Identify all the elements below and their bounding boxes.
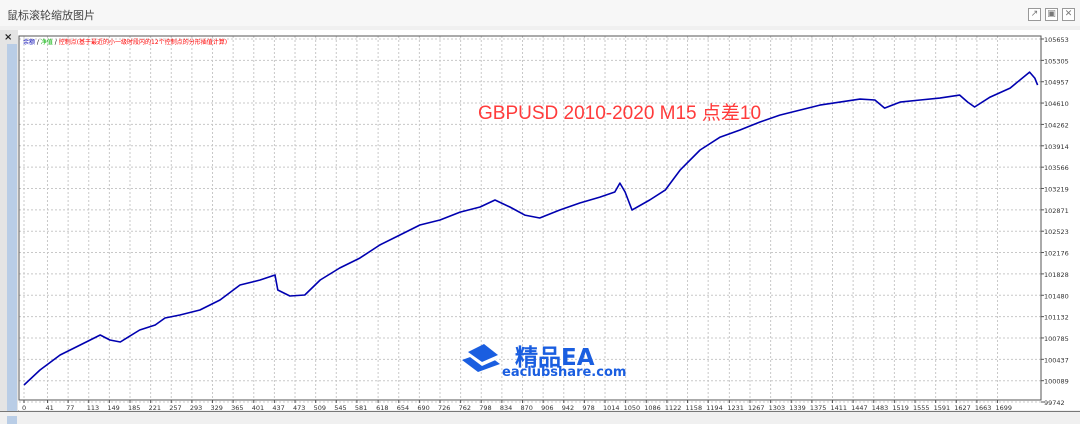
x-tick-label: 1627 bbox=[954, 404, 971, 412]
x-tick-label: 1267 bbox=[748, 404, 765, 412]
equity-chart: 105653 105305 104957 104610 104262 103914 1035… bbox=[18, 35, 1069, 412]
y-tick-label: 103219 bbox=[1044, 185, 1069, 193]
y-tick-label: 102176 bbox=[1044, 250, 1069, 258]
y-tick-label: 104610 bbox=[1044, 100, 1069, 108]
x-tick-label: 978 bbox=[582, 404, 594, 412]
x-tick-label: 0 bbox=[22, 404, 26, 412]
y-tick-label: 102871 bbox=[1044, 207, 1069, 215]
x-tick-label: 1483 bbox=[872, 404, 889, 412]
x-tick-label: 77 bbox=[66, 404, 74, 412]
x-tick-label: 473 bbox=[293, 404, 305, 412]
x-tick-label: 1663 bbox=[975, 404, 992, 412]
x-tick-label: 1591 bbox=[934, 404, 951, 412]
x-tick-label: 1375 bbox=[810, 404, 827, 412]
x-tick-label: 149 bbox=[107, 404, 119, 412]
panel-close-button[interactable]: × bbox=[4, 32, 13, 43]
y-tick-label: 103566 bbox=[1044, 164, 1069, 172]
x-tick-label: 1122 bbox=[665, 404, 682, 412]
popout-icon[interactable]: ↗ bbox=[1028, 8, 1041, 21]
window-title: 鼠标滚轮缩放图片 bbox=[7, 9, 95, 22]
y-tick-label: 104957 bbox=[1044, 79, 1069, 87]
y-tick-label: 100089 bbox=[1044, 378, 1069, 386]
x-tick-label: 41 bbox=[45, 404, 53, 412]
close-icon[interactable]: ✕ bbox=[1062, 8, 1075, 21]
x-tick-label: 1519 bbox=[892, 404, 909, 412]
watermark-site: eaclubshare.com bbox=[502, 365, 627, 380]
y-tick-label: 103914 bbox=[1044, 143, 1069, 151]
x-tick-label: 1699 bbox=[996, 404, 1013, 412]
x-tick-label: 1555 bbox=[913, 404, 930, 412]
x-tick-label: 1194 bbox=[706, 404, 723, 412]
legend-sep: / bbox=[35, 39, 41, 46]
x-tick-label: 545 bbox=[334, 404, 346, 412]
x-tick-label: 329 bbox=[211, 404, 223, 412]
x-tick-label: 834 bbox=[500, 404, 512, 412]
legend-sep: / bbox=[52, 39, 59, 46]
x-tick-label: 1158 bbox=[686, 404, 703, 412]
y-tick-label: 105653 bbox=[1044, 36, 1069, 44]
x-tick-label: 1411 bbox=[831, 404, 848, 412]
x-tick-label: 437 bbox=[272, 404, 284, 412]
x-tick-label: 1303 bbox=[769, 404, 786, 412]
x-tick-label: 1231 bbox=[727, 404, 744, 412]
x-tick-label: 509 bbox=[314, 404, 326, 412]
legend-balance: 余额 bbox=[23, 39, 36, 46]
title-bar: 鼠标滚轮缩放图片 ↗ ▣ ✕ bbox=[0, 0, 1080, 26]
x-tick-label: 401 bbox=[252, 404, 264, 412]
y-tick-label: 101132 bbox=[1044, 314, 1069, 322]
y-tick-label: 101828 bbox=[1044, 271, 1069, 279]
legend-margin: 控制点(基于最近的小一级时段内的12个控制点的分形插值计算) bbox=[58, 39, 228, 46]
x-tick-label: 762 bbox=[459, 404, 471, 412]
x-tick-label: 113 bbox=[87, 404, 99, 412]
watermark-name: 精品EA bbox=[515, 345, 595, 371]
x-tick-label: 257 bbox=[169, 404, 181, 412]
y-tick-label: 102523 bbox=[1044, 228, 1069, 236]
x-tick-label: 365 bbox=[231, 404, 243, 412]
bottom-tabs bbox=[0, 411, 1080, 416]
x-tick-label: 942 bbox=[562, 404, 574, 412]
plot-frame bbox=[18, 35, 1042, 401]
balance-line bbox=[23, 71, 1039, 386]
maximize-icon[interactable]: ▣ bbox=[1045, 8, 1058, 21]
chart-background bbox=[18, 30, 1080, 410]
x-tick-label: 1014 bbox=[603, 404, 620, 412]
x-tick-label: 1050 bbox=[624, 404, 641, 412]
y-tick-label: 100785 bbox=[1044, 335, 1069, 343]
x-tick-label: 581 bbox=[355, 404, 367, 412]
legend-equity: 净值 bbox=[40, 39, 53, 46]
x-tick-label: 293 bbox=[190, 404, 202, 412]
y-tick-label: 99742 bbox=[1044, 399, 1065, 407]
chart-legend: 余额 / 净值 / 控制点(基于最近的小一级时段内的12个控制点的分形插值计算) bbox=[23, 37, 227, 46]
x-tick-label: 690 bbox=[417, 404, 429, 412]
x-tick-label: 654 bbox=[397, 404, 409, 412]
x-tick-label: 726 bbox=[438, 404, 450, 412]
x-tick-label: 221 bbox=[149, 404, 161, 412]
x-tick-label: 906 bbox=[541, 404, 553, 412]
y-tick-label: 104262 bbox=[1044, 121, 1069, 129]
x-tick-label: 1086 bbox=[644, 404, 661, 412]
x-tick-label: 798 bbox=[479, 404, 491, 412]
chart-annotation: GBPUSD 2010-2020 M15 点差10 bbox=[478, 103, 762, 124]
x-tick-label: 870 bbox=[521, 404, 533, 412]
x-tick-label: 185 bbox=[128, 404, 140, 412]
x-tick-label: 1339 bbox=[789, 404, 806, 412]
x-tick-label: 618 bbox=[376, 404, 388, 412]
y-tick-label: 105305 bbox=[1044, 57, 1069, 65]
watermark-logo-icon bbox=[462, 344, 500, 372]
y-tick-label: 101480 bbox=[1044, 292, 1069, 300]
side-scrollbar[interactable] bbox=[7, 44, 17, 424]
x-tick-label: 1447 bbox=[851, 404, 868, 412]
y-tick-label: 100437 bbox=[1044, 356, 1069, 364]
